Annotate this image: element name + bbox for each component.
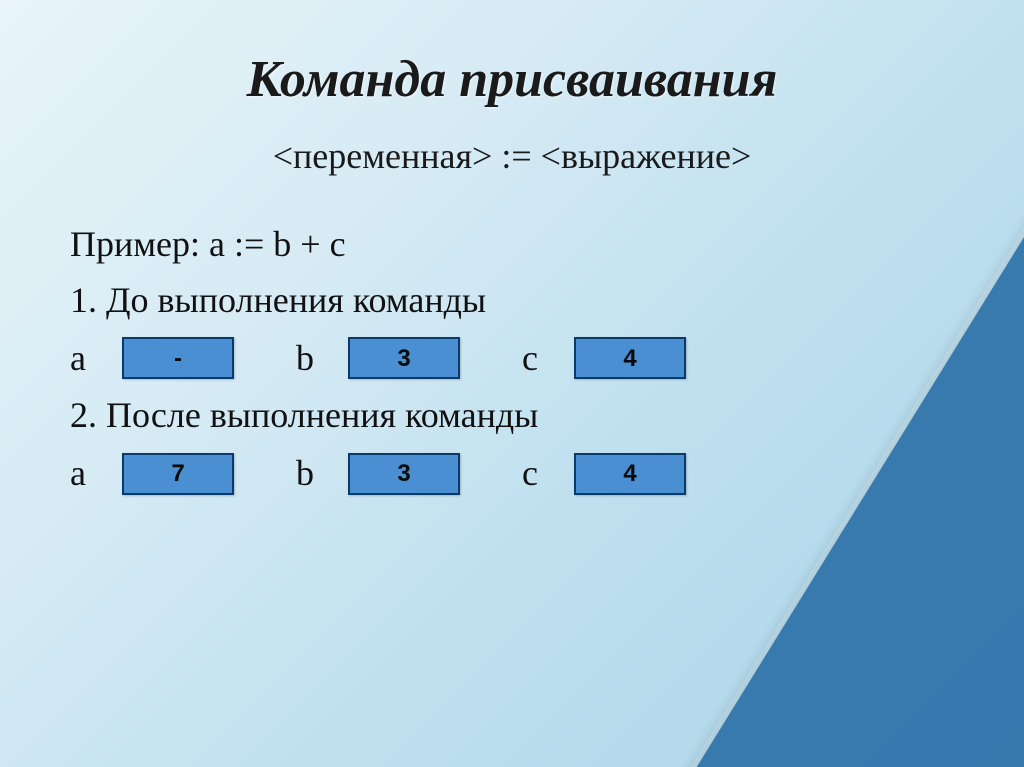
- slide-container: Команда присваивания <переменная> := <вы…: [0, 0, 1024, 767]
- box-after-b: 3: [348, 453, 460, 495]
- var-b-label-2: b: [296, 446, 330, 502]
- var-c-label-2: c: [522, 446, 556, 502]
- before-label: 1. До выполнения команды: [70, 273, 830, 329]
- box-before-a: -: [122, 337, 234, 379]
- var-a-label-2: a: [70, 446, 104, 502]
- var-a-label: a: [70, 331, 104, 387]
- example-line: Пример: a := b + c: [70, 217, 830, 273]
- before-row: a - b 3 c 4: [70, 331, 830, 387]
- slide-subtitle: <переменная> := <выражение>: [70, 135, 954, 177]
- box-before-c: 4: [574, 337, 686, 379]
- after-label: 2. После выполнения команды: [70, 388, 830, 444]
- after-row: a 7 b 3 c 4: [70, 446, 830, 502]
- box-before-b: 3: [348, 337, 460, 379]
- slide-body: Пример: a := b + c 1. До выполнения кома…: [70, 217, 830, 502]
- box-after-a: 7: [122, 453, 234, 495]
- var-b-label: b: [296, 331, 330, 387]
- var-c-label: c: [522, 331, 556, 387]
- slide-title: Команда присваивания: [70, 50, 954, 109]
- box-after-c: 4: [574, 453, 686, 495]
